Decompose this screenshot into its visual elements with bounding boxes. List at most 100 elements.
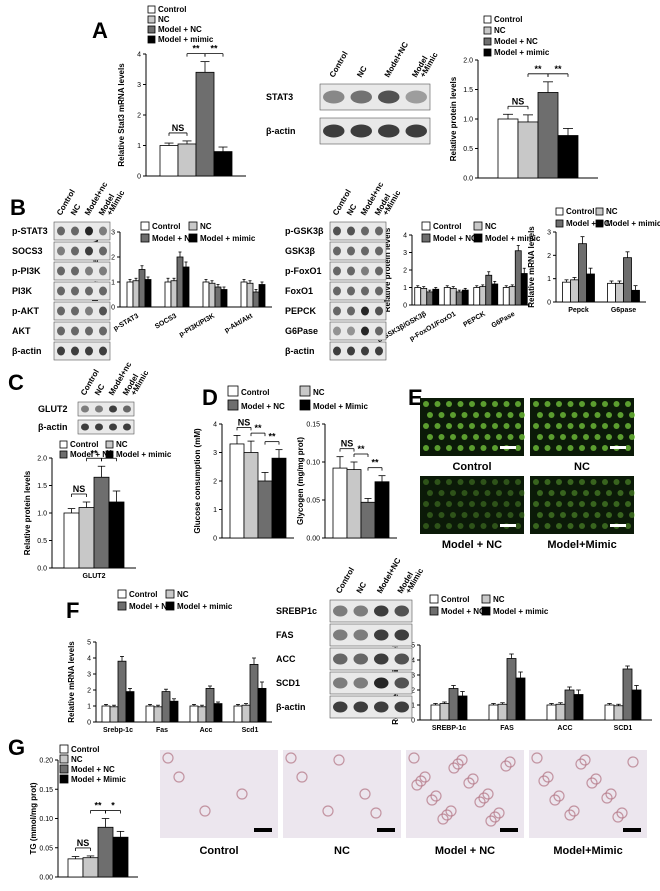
blot-row-label: SOCS3	[12, 246, 43, 256]
blot-band	[333, 701, 348, 713]
panel-label-b: B	[10, 195, 26, 220]
blot-strip	[329, 241, 387, 261]
legend-label: Control	[71, 745, 99, 754]
lipid-droplet	[162, 752, 174, 764]
bar	[240, 281, 248, 308]
blot-band	[71, 246, 79, 256]
cell-dot	[625, 423, 631, 429]
legend-label: NC	[116, 440, 128, 449]
bar	[449, 287, 457, 306]
cell-dot	[560, 412, 566, 418]
cell-dot	[560, 434, 566, 440]
cell-dot	[606, 512, 612, 518]
sig-label: **	[371, 458, 379, 468]
legend-label: NC	[606, 207, 618, 216]
y-tick-label: 2	[137, 113, 141, 120]
bar	[555, 703, 566, 721]
blot-band	[394, 605, 409, 617]
blot-band	[378, 124, 400, 138]
blot-band	[333, 346, 341, 356]
lipid-droplet	[542, 771, 554, 783]
lane-label: NC	[69, 202, 83, 217]
legend-swatch	[483, 48, 492, 57]
bar	[159, 145, 179, 177]
x-tick-label: G6Pase	[491, 311, 517, 330]
cell-dot	[548, 490, 555, 496]
cell-dot	[556, 445, 562, 451]
cell-dot	[461, 512, 468, 518]
blot-band	[85, 326, 93, 336]
legend-swatch	[105, 440, 114, 449]
lipid-droplet	[419, 771, 431, 783]
lipid-droplet	[616, 807, 628, 819]
legend-swatch	[105, 450, 114, 459]
bar	[623, 257, 632, 303]
blot-band	[333, 605, 348, 617]
cell-dot	[613, 423, 620, 429]
cell-dot	[423, 479, 429, 485]
x-tick-label: Acc	[200, 727, 213, 734]
blot-band	[85, 346, 93, 356]
legend-swatch	[299, 385, 311, 397]
sig-label: **	[254, 423, 262, 433]
y-axis-label: Relative protein levels	[23, 470, 32, 555]
blot-band	[361, 226, 369, 236]
cell-dot	[492, 445, 498, 451]
sig-label: **	[90, 448, 98, 458]
y-tick-label: 0.05	[306, 498, 320, 505]
legend-swatch	[59, 440, 68, 449]
cell-dot	[571, 434, 578, 440]
scale-bar	[500, 446, 516, 449]
legend: Control NC Model + NC Model + mimic	[117, 589, 233, 611]
legend-swatch	[473, 221, 483, 231]
bar	[586, 273, 595, 303]
cell-dot	[423, 501, 429, 507]
panel-label-c: C	[8, 370, 24, 395]
lane-label: NC	[355, 580, 369, 595]
image-label: NC	[334, 845, 350, 857]
legend-swatch	[59, 754, 69, 764]
x-tick-label: SCD1	[614, 725, 633, 732]
blot-band	[57, 346, 65, 356]
cell-dot	[427, 512, 433, 518]
bar	[169, 700, 179, 723]
lipid-droplet	[627, 756, 639, 768]
sig-label: NS	[77, 838, 90, 848]
y-tick-label: 0.05	[39, 845, 53, 852]
panel-label-g: G	[8, 735, 25, 760]
cell-dot	[457, 445, 464, 451]
cell-dot	[461, 490, 468, 496]
x-tick-label: p-PI3K/PI3K	[178, 313, 216, 339]
blot-row-label: PI3K	[12, 286, 33, 296]
cell-dot	[583, 434, 589, 440]
y-tick-label: 2	[547, 253, 551, 260]
panel-label-a: A	[92, 18, 108, 43]
lipid-droplet	[586, 777, 598, 789]
legend-swatch	[140, 221, 150, 231]
cell-dot	[461, 434, 468, 440]
blot-band	[353, 629, 368, 641]
lipid-droplet	[408, 752, 420, 764]
blot-band	[85, 246, 93, 256]
y-axis-label: Relative Stat3 mRNA levels	[117, 63, 126, 167]
cell-dot	[567, 501, 574, 507]
cell-dot	[556, 501, 562, 507]
y-tick-label: 3	[137, 82, 141, 89]
sig-label: **	[554, 64, 562, 74]
legend-swatch	[147, 35, 156, 44]
lipid-droplet	[452, 758, 464, 770]
blot-band	[361, 346, 369, 356]
cell-dot	[469, 423, 475, 429]
sig-label: NS	[341, 439, 354, 449]
blot-band	[375, 246, 383, 256]
cell-dot	[484, 412, 491, 418]
y-tick-label: 4	[87, 656, 91, 663]
lipid-droplet	[500, 760, 512, 772]
cell-dot	[567, 445, 574, 451]
x-tick-label: p-Akt/Akt	[224, 312, 255, 334]
cell-dot	[567, 423, 574, 429]
legend-label: Model + NC	[152, 234, 196, 243]
bar	[515, 677, 526, 721]
legend: Control NC Model + NC Model + mimic	[483, 15, 550, 57]
legend-swatch	[595, 207, 604, 216]
